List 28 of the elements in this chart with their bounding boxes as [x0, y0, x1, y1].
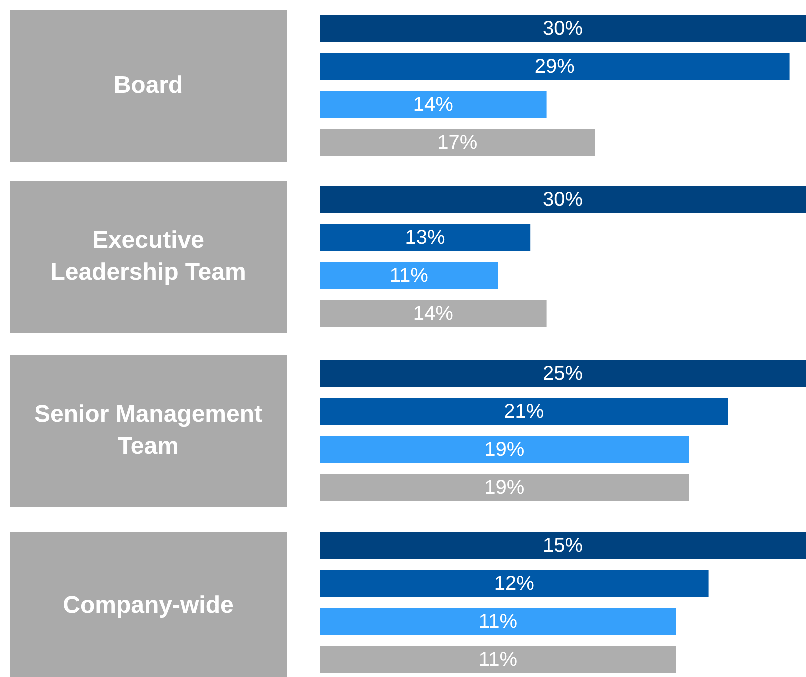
bar — [320, 186, 806, 214]
bar — [320, 262, 498, 290]
text: Executive Leadership Team — [10, 181, 287, 333]
data-label: 17% — [438, 132, 478, 154]
text: Company-wide — [10, 532, 287, 677]
data-label: 11% — [478, 611, 518, 633]
text: Senior Management Team — [10, 355, 287, 507]
bar — [320, 224, 531, 252]
text: Board — [10, 10, 287, 162]
data-label: 11% — [390, 265, 429, 287]
bar — [320, 16, 806, 42]
data-label: 29% — [534, 56, 576, 78]
bar — [320, 54, 790, 80]
data-label: 14% — [413, 303, 454, 325]
data-label: 11% — [478, 649, 518, 671]
bar — [320, 130, 596, 156]
data-label: 12% — [494, 573, 535, 595]
data-label: 13% — [405, 227, 446, 249]
data-label: 19% — [484, 439, 525, 461]
data-label: 19% — [484, 477, 525, 499]
data-label: 25% — [542, 363, 584, 385]
data-label: 15% — [542, 535, 584, 557]
data-label: 21% — [504, 401, 544, 423]
data-label: 30% — [542, 189, 584, 211]
bar — [320, 300, 547, 328]
bar — [320, 92, 547, 118]
data-label: 30% — [542, 18, 584, 40]
data-label: 14% — [413, 94, 454, 116]
